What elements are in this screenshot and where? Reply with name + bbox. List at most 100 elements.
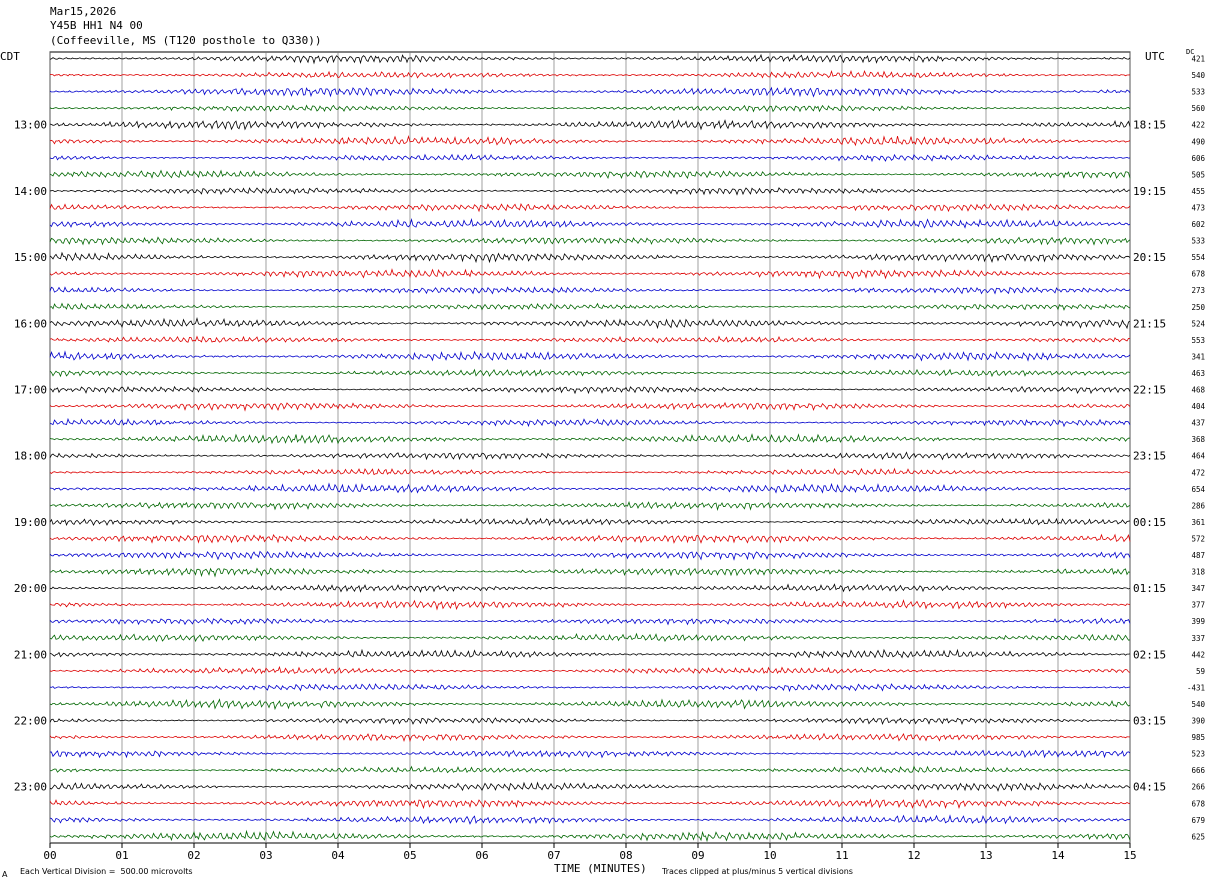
trace-line — [49, 236, 1131, 246]
x-tick-label: 06 — [475, 849, 488, 862]
dc-offset-label: 487 — [1191, 551, 1205, 560]
dc-offset-label: 679 — [1191, 816, 1205, 825]
dc-offset-label: 266 — [1191, 783, 1205, 792]
dc-offset-label: 286 — [1191, 501, 1205, 510]
right-hour-label: 22:15 — [1133, 384, 1166, 397]
x-tick-label: 09 — [691, 849, 704, 862]
right-hour-label: 04:15 — [1133, 781, 1166, 794]
dc-offset-label: 337 — [1191, 634, 1205, 643]
trace-line — [49, 368, 1131, 378]
dc-offset-label: 654 — [1191, 485, 1205, 494]
left-hour-label: 23:00 — [14, 781, 47, 794]
x-tick-label: 04 — [331, 849, 345, 862]
station-id: Y45B HH1 N4 00 — [50, 19, 143, 32]
trace-line — [49, 187, 1131, 196]
dc-offset-label: 404 — [1191, 402, 1205, 411]
x-tick-label: 14 — [1051, 849, 1065, 862]
trace-line — [49, 717, 1131, 726]
trace-line — [49, 86, 1131, 98]
x-tick-label: 03 — [259, 849, 272, 862]
trace-line — [49, 500, 1131, 511]
right-hour-label: 03:15 — [1133, 715, 1166, 728]
dc-offset-label: 553 — [1191, 336, 1205, 345]
x-tick-label: 12 — [907, 849, 920, 862]
dc-offset-label: 505 — [1191, 170, 1205, 179]
trace-line — [49, 617, 1131, 626]
x-tick-label: 13 — [979, 849, 992, 862]
trace-line — [49, 286, 1131, 295]
right-hour-label: 02:15 — [1133, 648, 1166, 661]
trace-line — [49, 53, 1131, 65]
x-tick-label: 00 — [43, 849, 56, 862]
left-hour-label: 14:00 — [14, 185, 47, 198]
trace-line — [49, 781, 1131, 792]
trace-line — [49, 119, 1131, 131]
plot-date: Mar15,2026 — [50, 5, 117, 18]
left-hour-label: 18:00 — [14, 450, 47, 463]
trace-line — [49, 583, 1131, 593]
left-hour-label: 17:00 — [14, 384, 47, 397]
dc-offset-label: 368 — [1191, 435, 1205, 444]
dc-offset-label: 678 — [1191, 270, 1205, 279]
dc-offset-label: 602 — [1191, 220, 1205, 229]
trace-line — [49, 203, 1131, 213]
trace-line — [49, 533, 1131, 544]
trace-line — [49, 335, 1131, 344]
left-hour-label: 22:00 — [14, 715, 47, 728]
right-hour-label: 01:15 — [1133, 582, 1166, 595]
dc-column-label: DC — [1186, 48, 1195, 56]
dc-offset-label: 533 — [1191, 237, 1205, 246]
trace-line — [49, 217, 1131, 229]
trace-line — [49, 385, 1131, 395]
dc-offset-label: 985 — [1191, 733, 1205, 742]
left-hour-label: 13:00 — [14, 119, 47, 132]
left-hour-label: 16:00 — [14, 317, 47, 330]
dc-offset-label: 606 — [1191, 154, 1205, 163]
left-hour-label: 15:00 — [14, 251, 47, 264]
left-hour-label: 20:00 — [14, 582, 47, 595]
right-hour-label: 18:15 — [1133, 119, 1166, 132]
trace-line — [49, 467, 1131, 476]
hour-labels: 13:00 14:00 15:00 16:00 17:00 18:00 19:00 20:00… — [14, 119, 1166, 794]
trace-line — [49, 550, 1131, 561]
trace-line — [49, 683, 1131, 693]
dc-offset-label: 421 — [1191, 55, 1205, 64]
dc-offset-label: 399 — [1191, 617, 1205, 626]
dc-offset-label: 560 — [1191, 104, 1205, 113]
dc-offset-label: 540 — [1191, 700, 1205, 709]
trace-line — [49, 698, 1131, 711]
dc-offset-label: 666 — [1191, 766, 1205, 775]
trace-line — [49, 433, 1131, 445]
x-tick-label: 08 — [619, 849, 632, 862]
dc-offset-label: 572 — [1191, 534, 1205, 543]
seismic-traces — [49, 53, 1131, 843]
trace-line — [49, 567, 1131, 578]
right-hour-label: 00:15 — [1133, 516, 1166, 529]
trace-line — [49, 401, 1131, 412]
x-tick-label: 15 — [1123, 849, 1136, 862]
trace-line — [49, 632, 1131, 643]
dc-offset-label: 524 — [1191, 319, 1205, 328]
left-hour-label: 21:00 — [14, 648, 47, 661]
dc-offset-label: 59 — [1196, 667, 1205, 676]
trace-line — [49, 599, 1131, 611]
dc-offset-label: 361 — [1191, 518, 1205, 527]
dc-offset-label: 390 — [1191, 717, 1205, 726]
right-timezone-label: UTC — [1145, 50, 1165, 63]
x-axis-title: TIME (MINUTES) — [554, 862, 647, 875]
trace-line — [49, 316, 1131, 330]
dc-offset-label: 540 — [1191, 71, 1205, 80]
trace-line — [49, 134, 1131, 147]
corner-mark: A — [2, 870, 8, 879]
x-axis-ticks: 00 01 02 03 04 05 06 07 08 09 10 11 12 13 14 15 — [43, 843, 1137, 862]
dc-offset-label: 625 — [1191, 832, 1205, 841]
dc-offset-label: 533 — [1191, 88, 1205, 97]
dc-offset-label: 341 — [1191, 352, 1205, 361]
trace-line — [49, 104, 1131, 113]
right-hour-label: 19:15 — [1133, 185, 1166, 198]
trace-line — [49, 665, 1131, 675]
dc-offset-labels: 421 540 533 560 422 490 606 505 455 473 602 533 554 6… — [1187, 55, 1206, 842]
x-tick-label: 11 — [835, 849, 848, 862]
trace-line — [49, 268, 1131, 280]
